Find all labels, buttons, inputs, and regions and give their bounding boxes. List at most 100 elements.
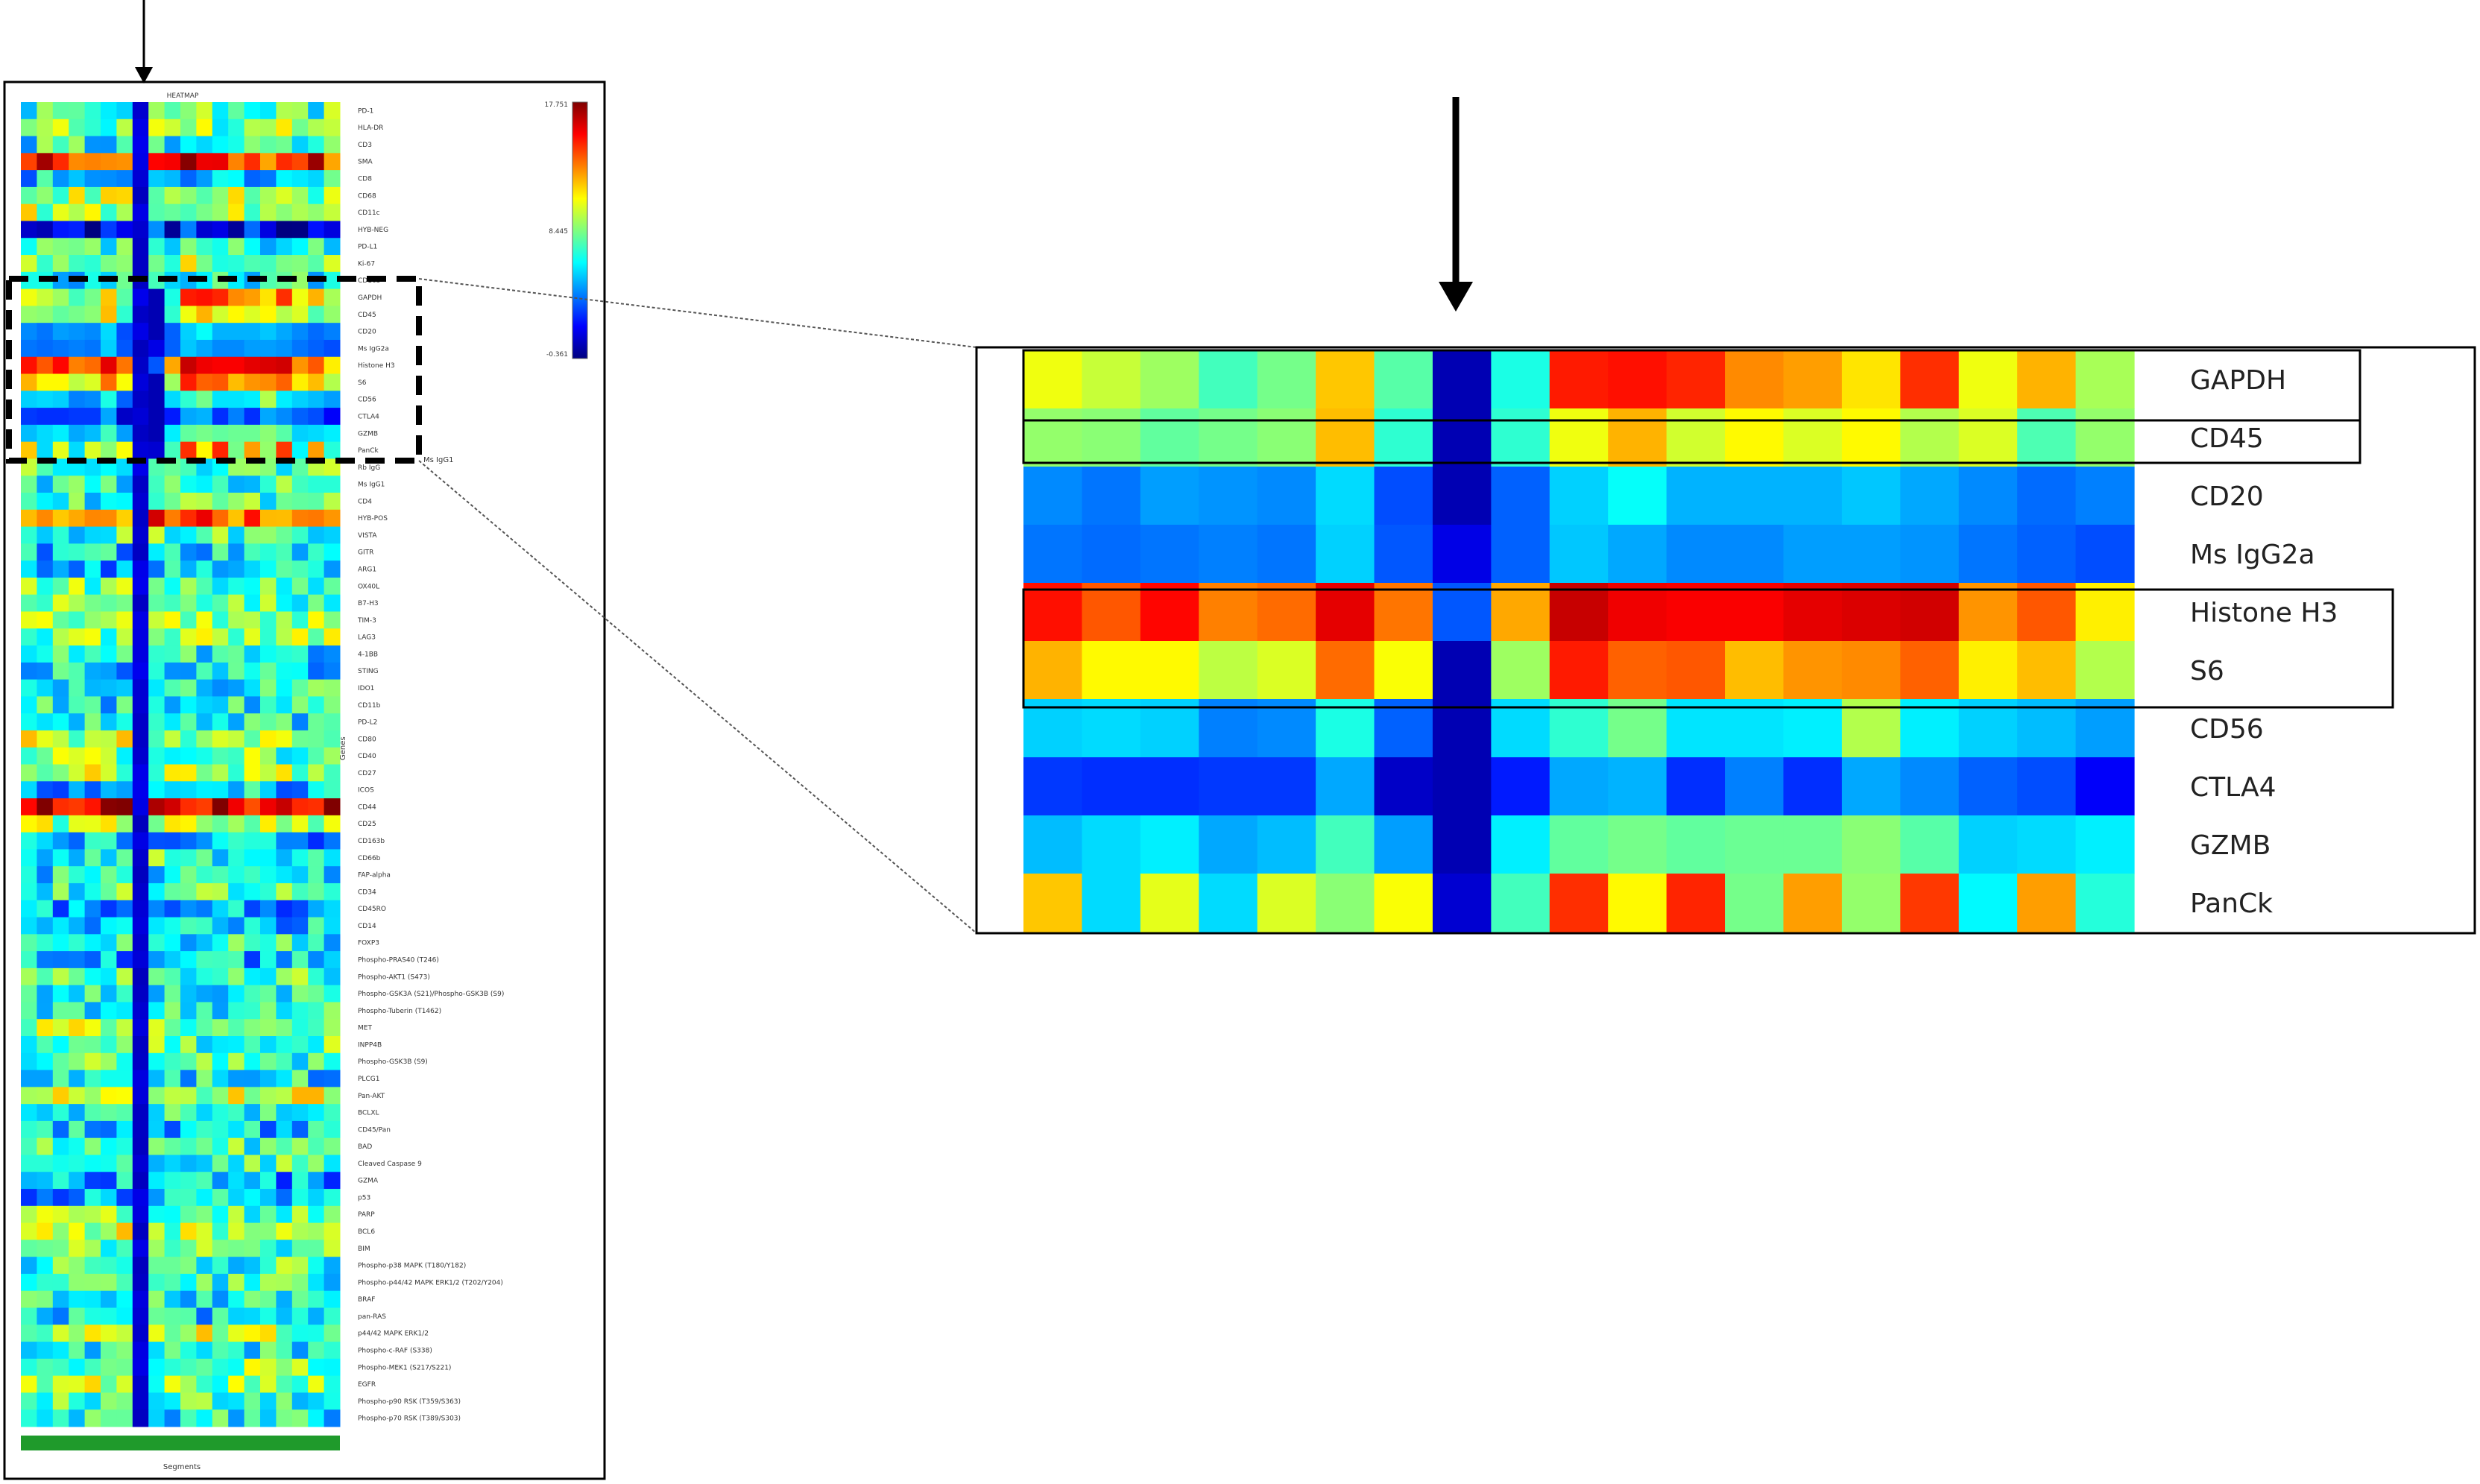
overview-cell	[196, 662, 213, 681]
overview-cell	[244, 628, 261, 646]
overview-cell	[276, 832, 293, 850]
overview-cell	[164, 662, 181, 681]
overview-cell	[132, 492, 149, 511]
overview-cell	[84, 679, 101, 697]
overview-cell	[52, 408, 69, 426]
overview-row-label: Phospho-p44/42 MAPK ERK1/2 (T202/Y204)	[358, 1279, 503, 1286]
zoom-cell	[1783, 583, 1843, 642]
overview-cell	[69, 577, 86, 596]
overview-cell	[164, 951, 181, 969]
overview-cell	[21, 323, 37, 341]
overview-cell	[244, 832, 261, 850]
overview-cell	[244, 119, 261, 137]
overview-cell	[196, 832, 213, 850]
overview-cell	[291, 1104, 309, 1122]
overview-cell	[196, 1137, 213, 1155]
overview-cell	[37, 628, 54, 646]
overview-cell	[212, 424, 229, 443]
overview-cell	[101, 476, 117, 493]
overview-cell	[37, 153, 54, 171]
overview-cell	[260, 696, 277, 714]
zoom-cell	[2017, 525, 2077, 584]
zoom-cell	[1783, 467, 1843, 525]
overview-cell	[244, 730, 261, 748]
overview-cell	[21, 781, 37, 799]
overview-cell	[132, 730, 149, 748]
overview-cell	[84, 798, 101, 816]
overview-cell	[52, 900, 69, 918]
overview-cell	[180, 730, 197, 748]
overview-cell	[116, 1358, 133, 1377]
overview-cell	[21, 1172, 37, 1190]
overview-cell	[291, 1290, 309, 1309]
overview-cell	[196, 102, 213, 120]
overview-cell	[180, 221, 197, 239]
overview-cell	[228, 1324, 245, 1342]
overview-cell	[276, 306, 293, 323]
colorbar-min-label: -0.361	[546, 351, 568, 359]
overview-cell	[212, 153, 229, 171]
overview-cell	[21, 356, 37, 375]
zoom-cell	[1725, 408, 1785, 467]
overview-cell	[324, 815, 341, 833]
overview-cell	[84, 662, 101, 681]
overview-cell	[148, 1324, 165, 1342]
overview-cell	[164, 288, 181, 306]
overview-cell	[21, 170, 37, 188]
overview-cell	[148, 951, 165, 969]
overview-cell	[291, 747, 309, 765]
overview-cell	[291, 1240, 309, 1257]
zoom-cell	[1491, 525, 1550, 584]
overview-cell	[324, 323, 341, 341]
overview-cell	[244, 339, 261, 358]
overview-cell	[116, 1052, 133, 1071]
overview-cell	[52, 1104, 69, 1122]
overview-cell	[291, 781, 309, 799]
overview-cell	[69, 1120, 86, 1139]
overview-cell	[37, 408, 54, 426]
overview-cell	[164, 1019, 181, 1037]
overview-cell	[308, 1172, 325, 1190]
overview-cell	[69, 781, 86, 799]
overview-cell	[244, 221, 261, 239]
overview-row-label: Phospho-p38 MAPK (T180/Y182)	[358, 1263, 466, 1270]
overview-cell	[276, 1137, 293, 1155]
overview-cell	[101, 1222, 117, 1240]
zoom-cell	[1432, 874, 1492, 932]
overview-cell	[291, 339, 309, 358]
zoom-cell	[1257, 467, 1316, 525]
overview-cell	[324, 967, 341, 986]
overview-row-label: CD14	[358, 923, 376, 930]
overview-cell	[116, 747, 133, 765]
overview-cell	[116, 408, 133, 426]
overview-row-label: CD45/Pan	[358, 1126, 391, 1134]
overview-cell	[324, 1087, 341, 1105]
overview-cell	[324, 1222, 341, 1240]
overview-cell	[180, 781, 197, 799]
overview-cell	[212, 102, 229, 120]
zoom-cell	[1783, 815, 1843, 874]
overview-cell	[260, 730, 277, 748]
overview-cell	[132, 1324, 149, 1342]
overview-cell	[132, 1172, 149, 1190]
overview-cell	[196, 203, 213, 221]
overview-cell	[164, 917, 181, 935]
overview-cell	[52, 238, 69, 256]
overview-cell	[101, 781, 117, 799]
zoom-cell	[1432, 408, 1492, 467]
overview-cell	[291, 1002, 309, 1020]
overview-cell	[291, 526, 309, 544]
overview-cell	[21, 1358, 37, 1377]
overview-cell	[180, 866, 197, 884]
overview-cell	[308, 1137, 325, 1155]
overview-cell	[101, 951, 117, 969]
overview-cell	[276, 645, 293, 663]
overview-cell	[308, 408, 325, 426]
overview-cell	[116, 1392, 133, 1410]
overview-cell	[101, 1290, 117, 1309]
overview-cell	[308, 730, 325, 748]
overview-cell	[180, 1104, 197, 1122]
overview-cell	[212, 1189, 229, 1207]
overview-cell	[132, 679, 149, 697]
zoom-cell	[1257, 583, 1316, 642]
